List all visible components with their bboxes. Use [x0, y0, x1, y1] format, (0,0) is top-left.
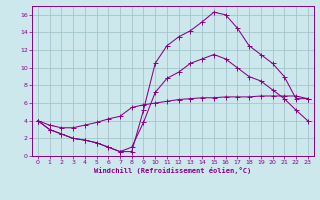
X-axis label: Windchill (Refroidissement éolien,°C): Windchill (Refroidissement éolien,°C)	[94, 167, 252, 174]
